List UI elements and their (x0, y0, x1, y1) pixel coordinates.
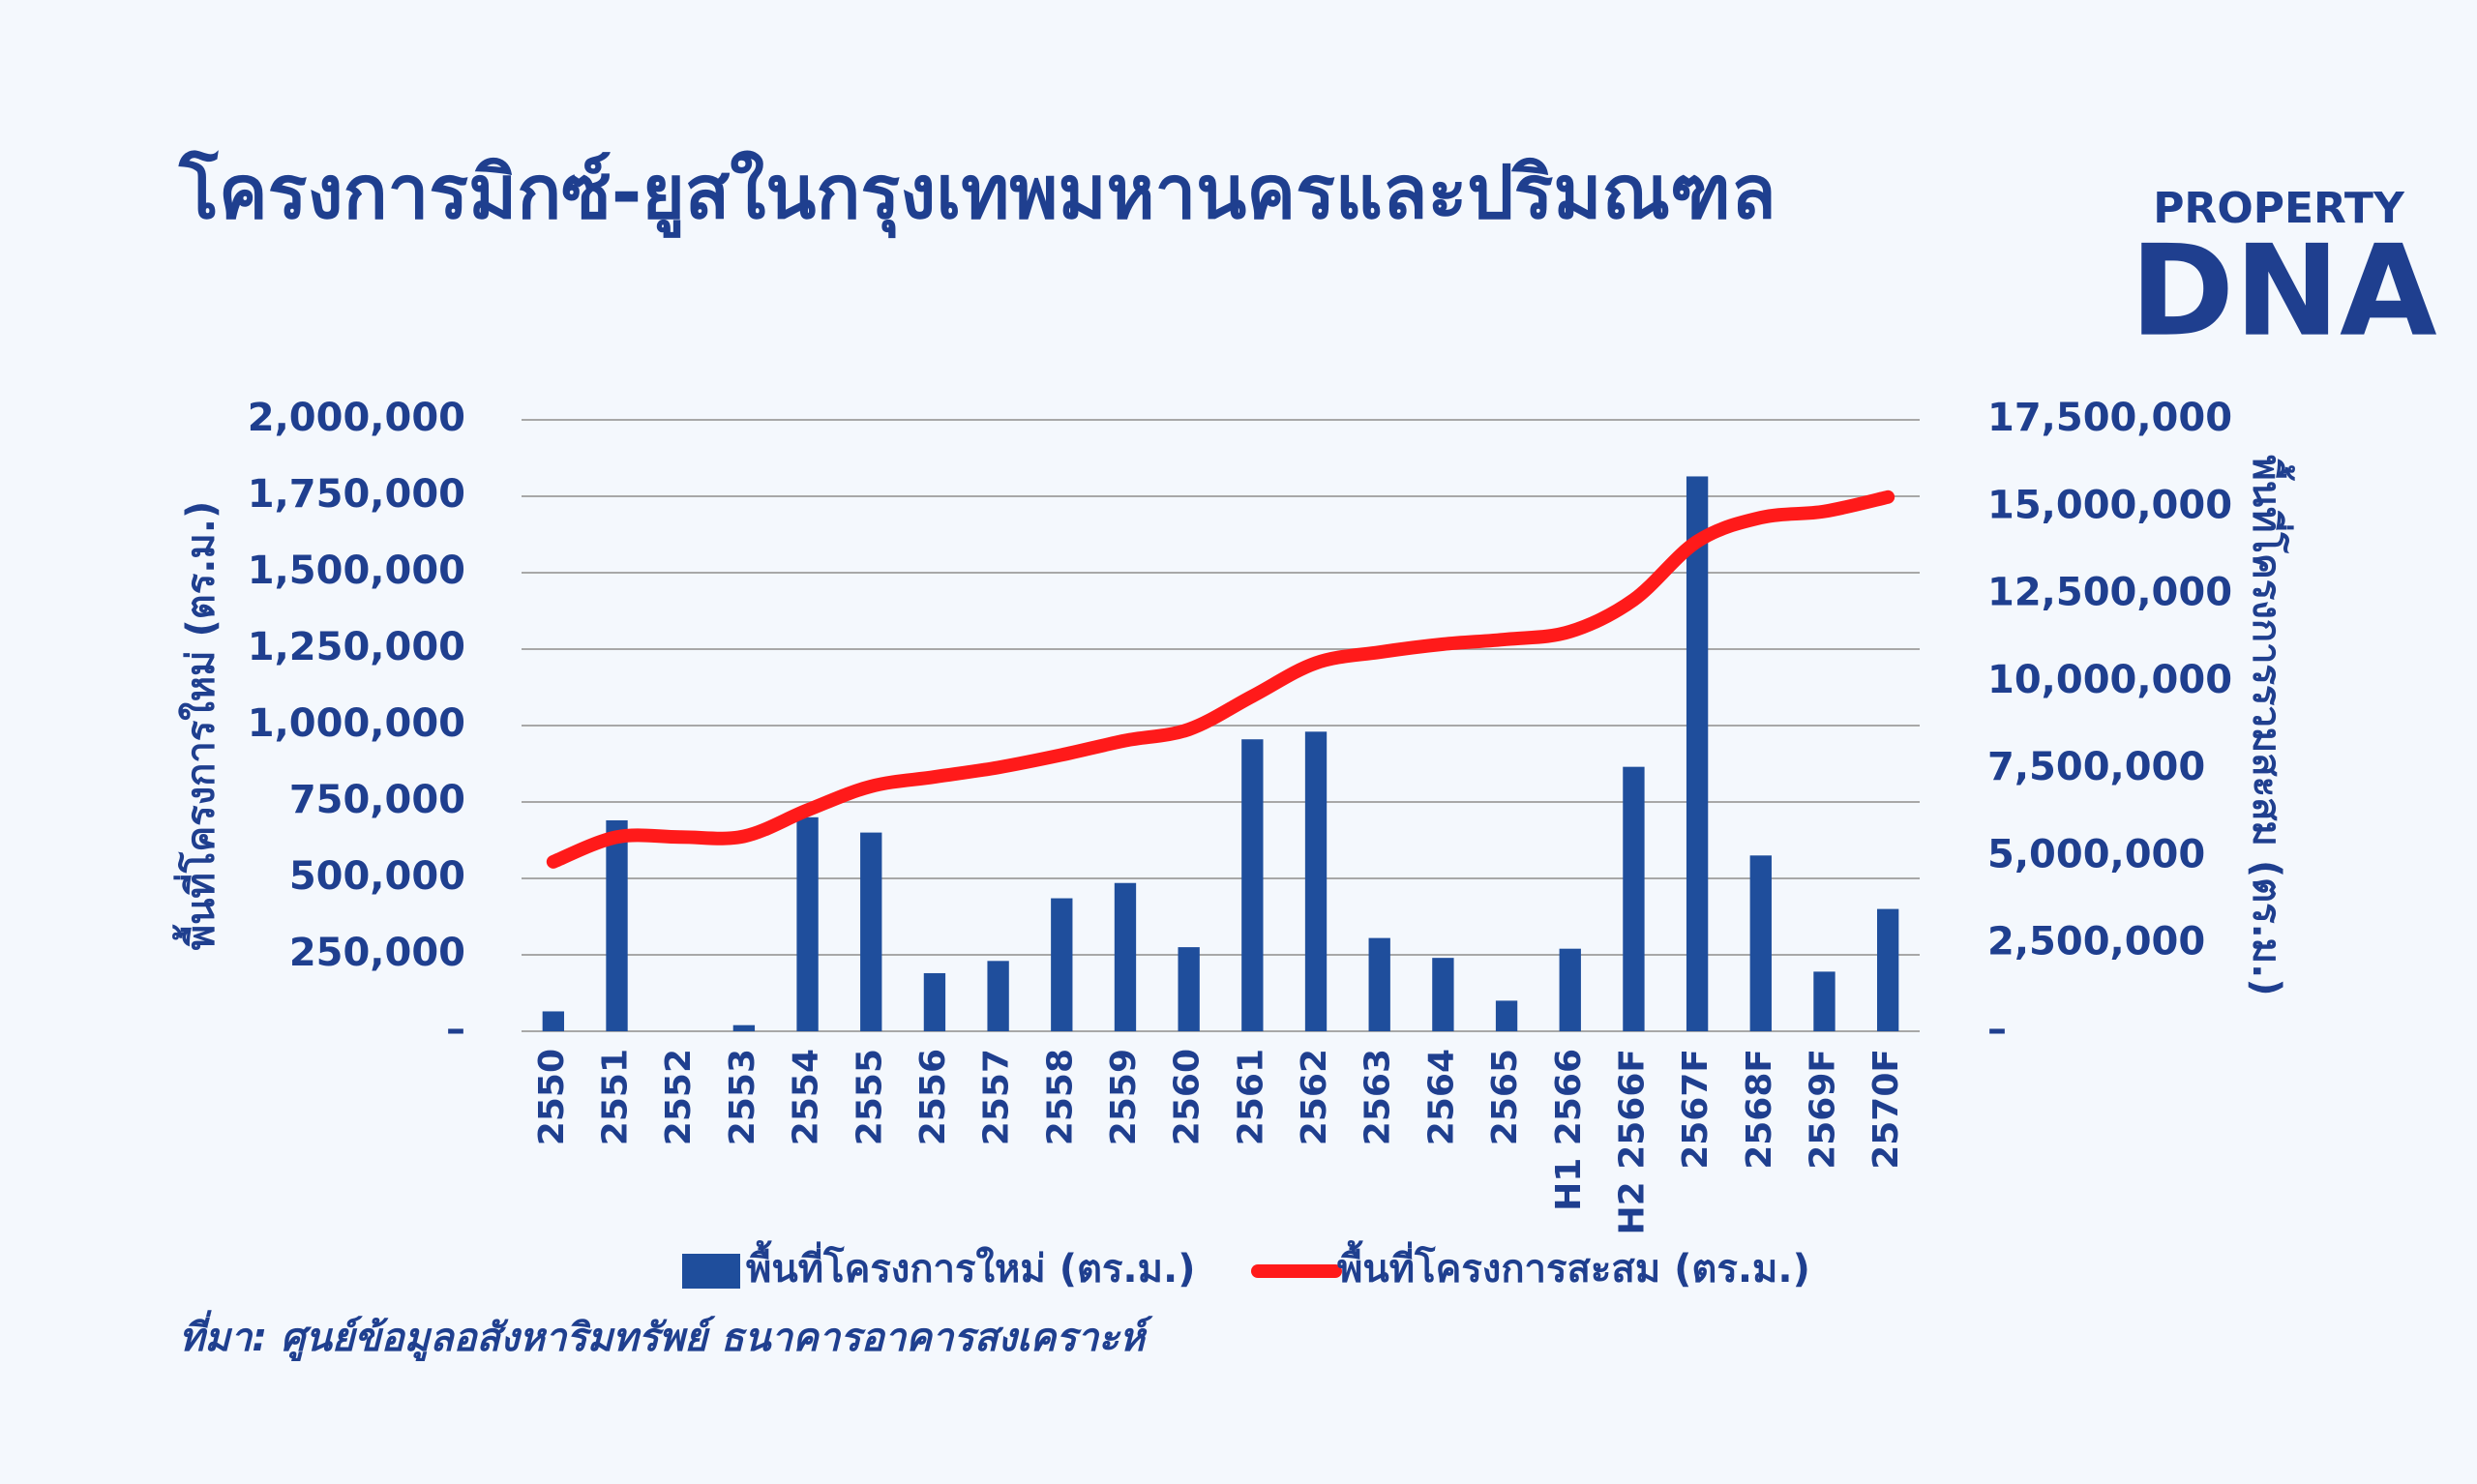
y2-tick-label: 17,500,000 (1987, 396, 2232, 440)
bar (1749, 855, 1772, 1031)
logo-bottom: DNA (2130, 218, 2436, 365)
y-tick-label: 1,500,000 (248, 549, 465, 593)
y-tick-label: 1,750,000 (248, 472, 465, 517)
bar (1051, 898, 1073, 1031)
bar (1432, 958, 1454, 1031)
bar (1876, 908, 1899, 1031)
bar (1623, 766, 1645, 1031)
legend-swatch (682, 1254, 740, 1289)
bar (542, 1011, 565, 1031)
x-tick-label: 2560 (1168, 1049, 1208, 1145)
x-tick-label: 2551 (596, 1049, 636, 1145)
logo-top: PROPERTY (2153, 184, 2405, 233)
bar (1114, 882, 1137, 1031)
x-tick-label: 2552 (659, 1049, 699, 1145)
x-tick-label: 2558 (1040, 1049, 1080, 1145)
y-tick-label: 750,000 (289, 778, 465, 822)
x-tick-label: 2565 (1485, 1049, 1525, 1145)
y-tick-label: 1,000,000 (248, 701, 465, 746)
y-tick-label: – (446, 1007, 465, 1052)
y2-tick-label: 5,000,000 (1987, 832, 2205, 876)
y2-tick-label: 10,000,000 (1987, 658, 2232, 702)
y2-tick-label: – (1987, 1007, 2007, 1052)
x-tick-label: 2556 (913, 1049, 953, 1145)
bar (860, 832, 882, 1031)
bar (1241, 739, 1264, 1031)
x-tick-label: 2564 (1421, 1049, 1461, 1145)
bar (606, 819, 628, 1031)
y2-axis-title: พื้นที่โครงการรวมสะสม (ตร.ม.) (2244, 455, 2295, 995)
bar (923, 972, 946, 1031)
bar (1495, 1000, 1518, 1031)
bar (1686, 476, 1709, 1032)
x-tick-label: 2563 (1358, 1049, 1398, 1145)
bar (1178, 947, 1200, 1031)
x-tick-label: 2557 (977, 1049, 1017, 1145)
y-axis-title: พื้นที่โครงการใหม่ (ตร.ม.) (172, 501, 224, 950)
bar (796, 816, 819, 1031)
x-tick-label: 2550 (532, 1049, 572, 1145)
y2-tick-label: 15,000,000 (1987, 483, 2232, 527)
x-tick-label: 2561 (1231, 1049, 1270, 1145)
line (546, 490, 1895, 869)
chart-title: โครงการมิกซ์-ยูสในกรุงเทพมหานครและปริมณฑ… (178, 149, 1776, 239)
x-tick-label: H1 2566 (1549, 1049, 1589, 1211)
x-tick-label: 2567F (1676, 1049, 1716, 1170)
x-tick-label: 2562 (1295, 1049, 1334, 1145)
x-tick-label: 2559 (1104, 1049, 1144, 1145)
bar (1368, 937, 1390, 1031)
x-tick-label: 2554 (787, 1049, 826, 1145)
x-tick-label: 2570F (1866, 1049, 1906, 1170)
y-tick-label: 500,000 (289, 854, 465, 899)
bar (1304, 731, 1328, 1031)
y-tick-label: 2,000,000 (248, 396, 465, 440)
bar (1559, 948, 1581, 1031)
bar (987, 961, 1009, 1031)
bar (1813, 971, 1835, 1031)
y-tick-label: 250,000 (289, 931, 465, 975)
source: ที่มา: ศูนย์ข้อมูลอสังหาริมทรัพย์ ธนาคาร… (179, 1310, 1153, 1362)
legend-label: พื้นที่โครงการสะสม (ตร.ม.) (1337, 1240, 1810, 1291)
y2-tick-label: 2,500,000 (1987, 920, 2205, 965)
legend-label: พื้นที่โครงการใหม่ (ตร.ม.) (746, 1240, 1195, 1291)
x-tick-label: 2568F (1740, 1049, 1779, 1170)
y-tick-label: 1,250,000 (248, 625, 465, 669)
bar (732, 1024, 756, 1031)
x-tick-label: 2553 (723, 1049, 762, 1145)
x-tick-label: H2 2566F (1612, 1049, 1652, 1235)
x-tick-label: 2555 (850, 1049, 889, 1145)
y2-tick-label: 12,500,000 (1987, 571, 2232, 615)
x-tick-label: 2569F (1803, 1049, 1842, 1170)
y2-tick-label: 7,500,000 (1987, 745, 2205, 789)
